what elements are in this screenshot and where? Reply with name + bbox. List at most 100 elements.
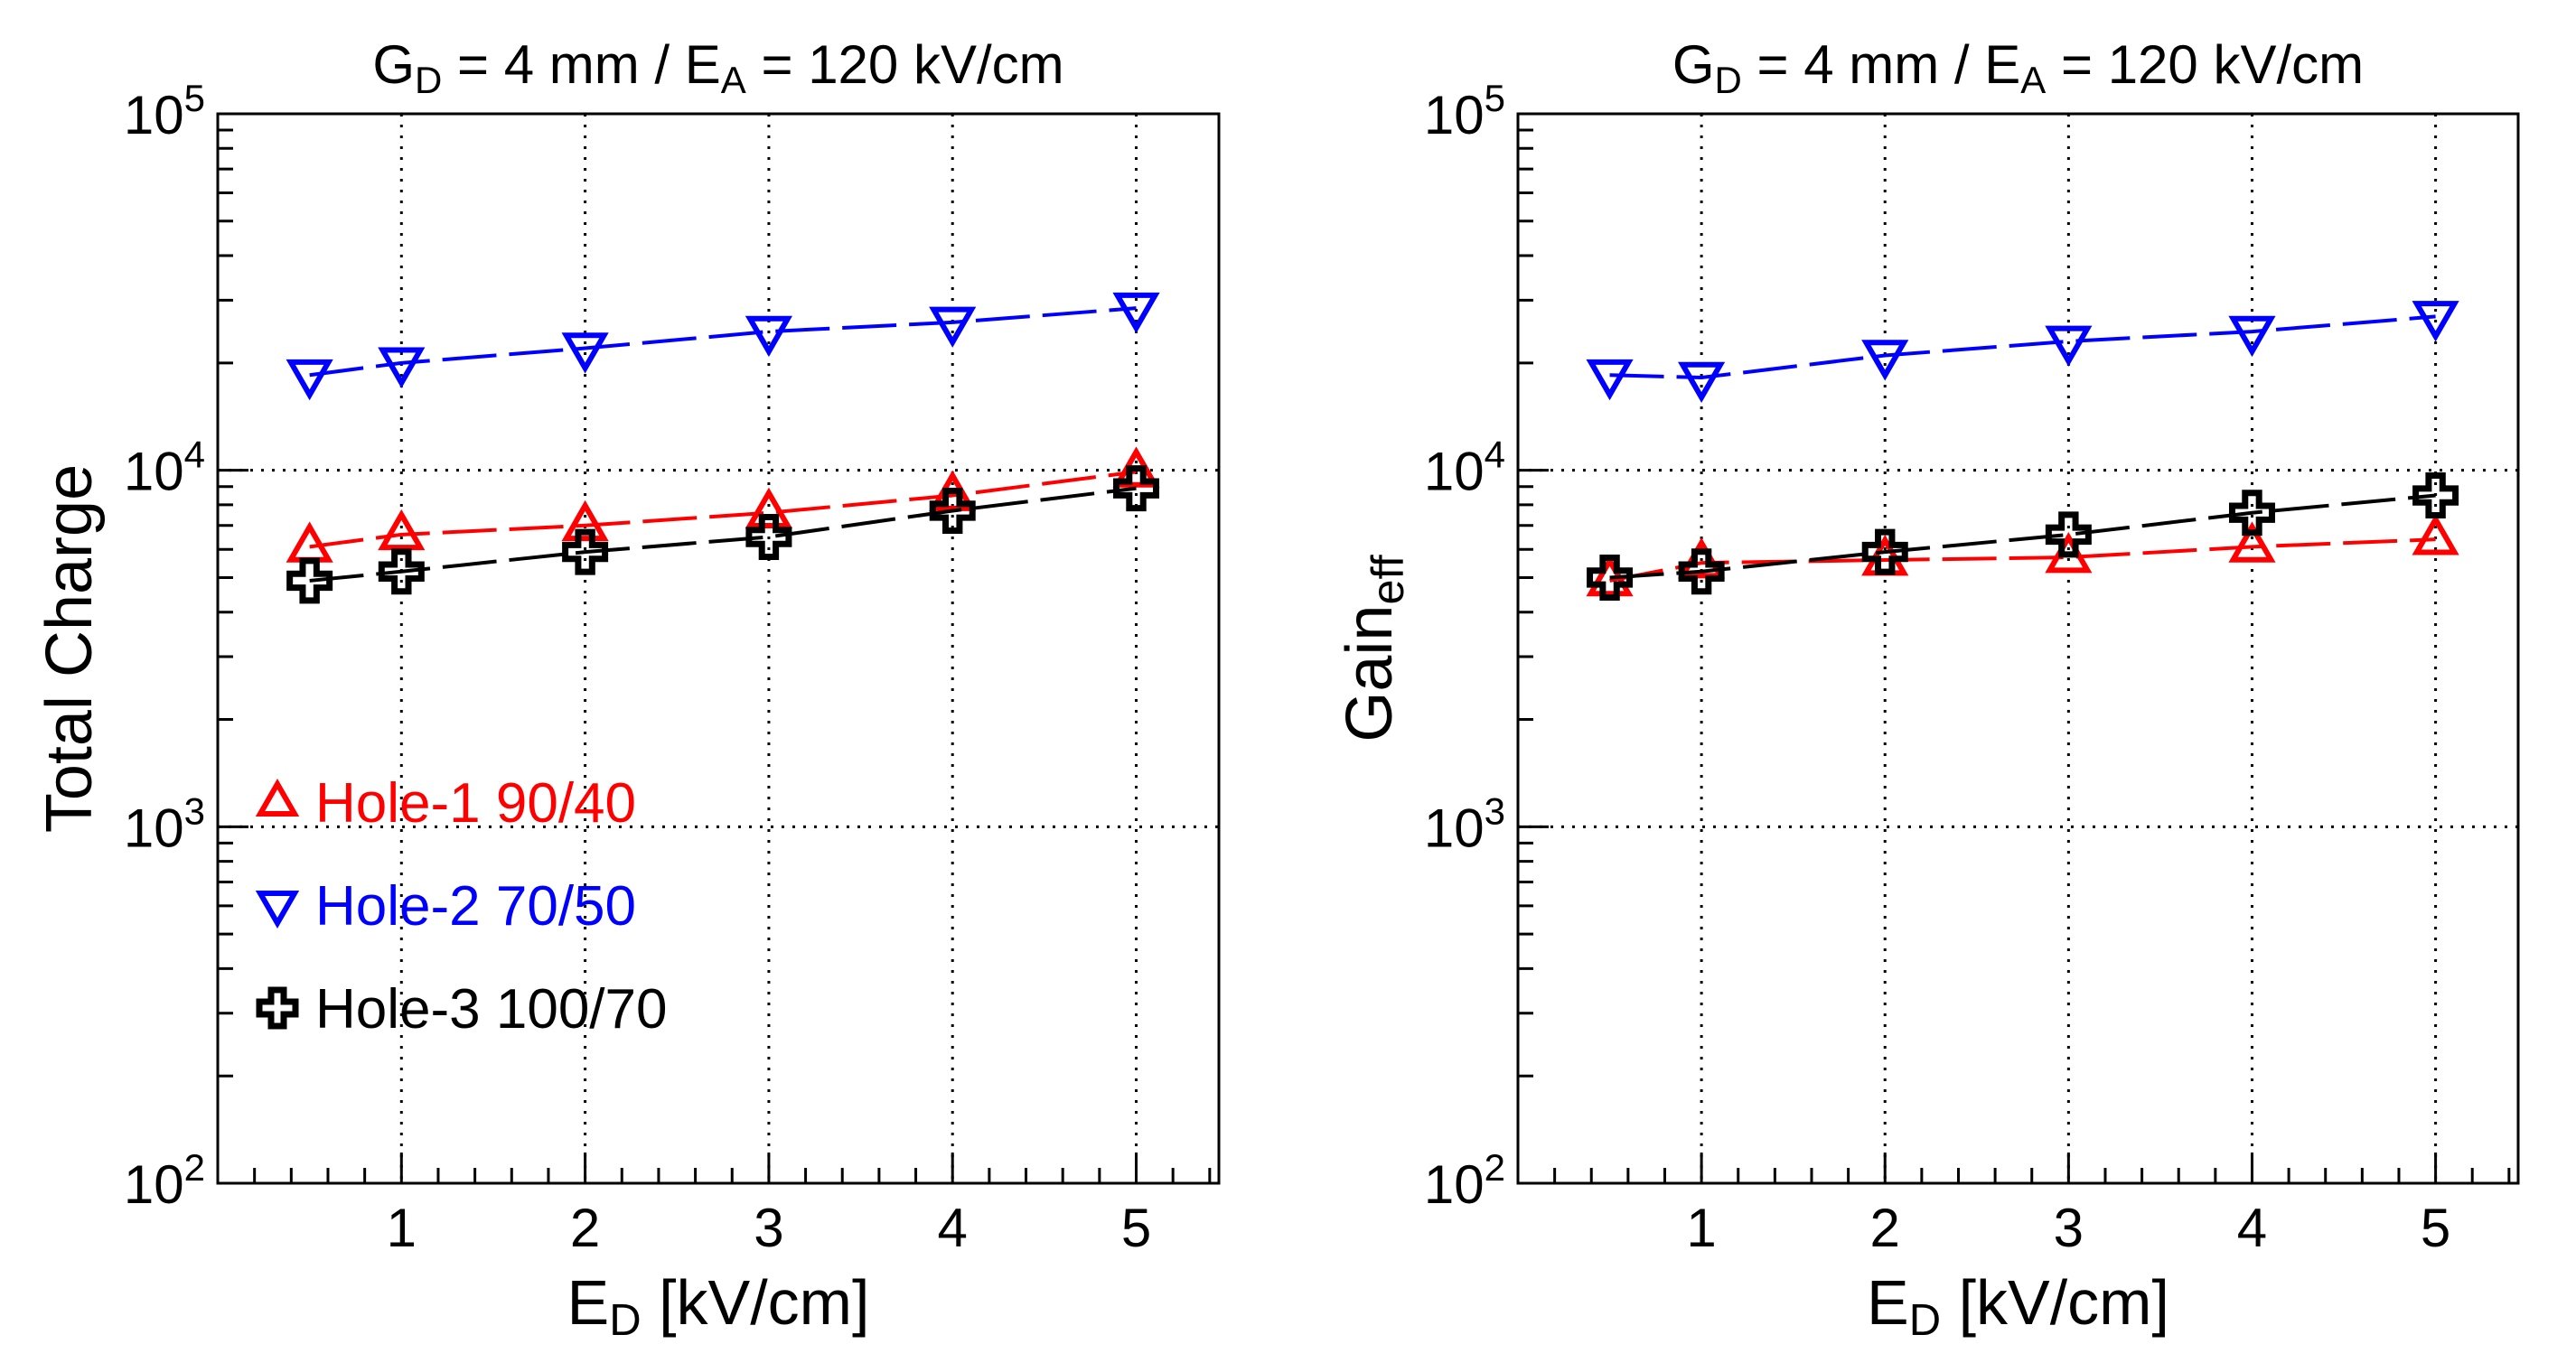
x-tick-label: 5	[2421, 1198, 2450, 1258]
tick-exponent: 4	[184, 433, 205, 475]
series-hole-2-70-50	[286, 292, 1160, 401]
text-part: E	[1867, 1267, 1909, 1338]
text-part: = 4 mm / E	[1742, 34, 2020, 95]
series-hole-2-70-50	[1586, 301, 2459, 404]
legend-item: Hole-3 100/70	[256, 978, 668, 1041]
plot-frame	[216, 112, 1221, 1185]
subscript: eff	[1362, 554, 1413, 604]
series-line	[309, 470, 1137, 549]
tick-exponent: 4	[1485, 433, 1505, 475]
subscript: A	[721, 59, 746, 101]
y-tick-label: 104	[1424, 433, 1505, 501]
triangle-down-marker	[286, 359, 333, 401]
open-cross-marker	[2228, 490, 2275, 537]
triangle-down-marker	[561, 332, 609, 374]
subscript: D	[609, 1296, 641, 1345]
y-axis-label-group: Total Charge	[33, 464, 106, 833]
tick-base: 10	[1424, 1154, 1485, 1215]
text-part: G	[372, 34, 415, 95]
triangle-down-marker	[2228, 315, 2276, 358]
y-tick-label: 104	[124, 433, 205, 501]
y-tick-label: 103	[1424, 789, 1505, 858]
x-tick-label: 1	[387, 1198, 417, 1258]
text-part: = 120 kV/cm	[746, 34, 1064, 95]
y-tick-label: 105	[124, 77, 205, 145]
open-cross-marker	[286, 557, 333, 604]
triangle-up-marker	[2412, 514, 2459, 555]
triangle-down-marker	[2045, 325, 2093, 367]
open-cross-marker	[378, 548, 425, 595]
open-cross-marker	[1113, 465, 1160, 512]
series-line	[1609, 314, 2436, 380]
open-cross-marker	[745, 514, 792, 561]
y-axis-label-group: Gaineff	[1334, 554, 1413, 742]
subscript: D	[1715, 59, 1742, 101]
x-axis-label: ED [kV/cm]	[1867, 1267, 2169, 1345]
subscript: D	[1909, 1296, 1941, 1345]
text-part: Gain	[1334, 605, 1406, 742]
open-cross-marker	[1861, 528, 1908, 575]
series-line	[1609, 493, 2436, 580]
triangle-up-marker	[2228, 521, 2276, 563]
grid	[1518, 114, 2518, 1183]
x-ticks	[1516, 1153, 2511, 1183]
tick-base: 10	[1424, 798, 1485, 858]
y-axis-label: Gaineff	[1334, 554, 1413, 742]
series-hole-3-100-70	[286, 465, 1160, 604]
subscript: A	[2020, 59, 2046, 101]
x-tick-label: 4	[2237, 1198, 2267, 1258]
grid	[218, 114, 1219, 1183]
legend-item: Hole-2 70/50	[255, 875, 636, 938]
text-part: [kV/cm]	[642, 1267, 870, 1338]
chart-title: GD = 4 mm / EA = 120 kV/cm	[1672, 34, 2364, 101]
triangle-down-marker	[1678, 361, 1726, 404]
triangle-down-marker	[1112, 292, 1160, 334]
triangle-down-marker	[2412, 301, 2459, 342]
triangle-down-marker	[1586, 359, 1634, 401]
triangle-down-marker	[378, 347, 426, 388]
tick-base: 10	[1424, 442, 1485, 502]
series-hole-3-100-70	[1587, 472, 2459, 601]
open-cross-marker	[2045, 511, 2092, 558]
tick-exponent: 3	[184, 789, 205, 832]
triangle-up-marker	[255, 778, 300, 817]
y-ticks	[218, 128, 248, 1185]
tick-exponent: 5	[1485, 77, 1505, 119]
triangle-down-marker	[1861, 340, 1909, 381]
series-line	[309, 306, 1137, 378]
text-part: E	[567, 1267, 610, 1338]
legend: Hole-1 90/40 Hole-2 70/50 Hole-3 100/70	[255, 772, 668, 1041]
tick-exponent: 3	[1485, 789, 1505, 832]
triangle-down-marker	[929, 306, 977, 348]
plot-frame	[1516, 112, 2520, 1185]
text-part: = 120 kV/cm	[2046, 34, 2364, 95]
x-tick-label: 2	[570, 1198, 600, 1258]
x-tick-label: 3	[2054, 1198, 2084, 1258]
series-hole-1-90-40	[286, 446, 1160, 563]
open-cross-marker	[929, 487, 976, 534]
open-cross-marker	[256, 986, 299, 1030]
text-part: [kV/cm]	[1941, 1267, 2169, 1338]
legend-label: Hole-1 90/40	[315, 772, 636, 835]
open-cross-marker	[2412, 472, 2459, 519]
triangle-down-marker	[745, 315, 792, 358]
tick-exponent: 5	[184, 77, 205, 119]
x-axis-label: ED [kV/cm]	[567, 1267, 870, 1345]
series-line	[1609, 537, 2436, 583]
subscript: D	[415, 59, 442, 101]
triangle-down-marker	[255, 891, 300, 929]
legend-label: Hole-3 100/70	[315, 978, 668, 1041]
text-part: = 4 mm / E	[442, 34, 720, 95]
open-cross-marker	[1678, 548, 1725, 595]
series-line	[309, 486, 1137, 583]
x-tick-label: 5	[1121, 1198, 1151, 1258]
y-tick-label: 105	[1424, 77, 1505, 145]
series-hole-1-90-40	[1586, 514, 2459, 597]
open-cross-marker	[562, 528, 609, 575]
x-tick-label: 1	[1686, 1198, 1716, 1258]
x-tick-label: 2	[1870, 1198, 1900, 1258]
chart-title: GD = 4 mm / EA = 120 kV/cm	[372, 34, 1063, 101]
tick-base: 10	[124, 442, 184, 502]
